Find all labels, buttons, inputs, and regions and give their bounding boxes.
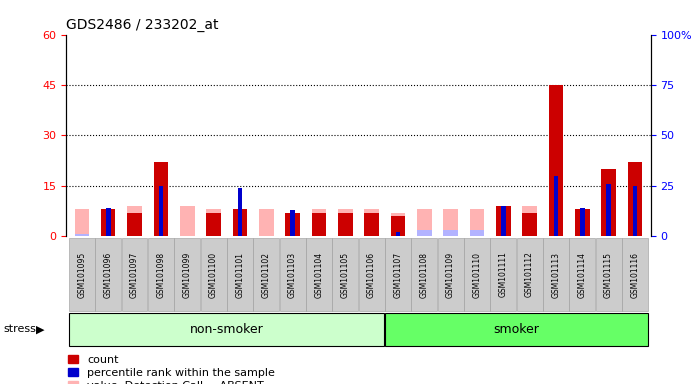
Bar [417,230,432,236]
Bar [633,186,638,236]
Bar [553,176,558,236]
Text: GSM101114: GSM101114 [578,252,587,298]
Bar [285,213,300,236]
Text: GSM101100: GSM101100 [209,252,218,298]
Bar [501,206,506,236]
Text: GSM101111: GSM101111 [499,252,508,298]
Text: GSM101102: GSM101102 [262,252,271,298]
Bar [180,206,194,236]
Bar [338,209,352,236]
Text: GSM101108: GSM101108 [420,252,429,298]
Bar [443,230,458,236]
Bar [106,208,111,236]
Bar [470,209,484,236]
Bar [470,230,484,236]
Text: GSM101116: GSM101116 [631,252,640,298]
Bar [338,213,352,236]
Text: GSM101106: GSM101106 [367,252,376,298]
Legend: count, percentile rank within the sample, value, Detection Call = ABSENT, rank, : count, percentile rank within the sample… [68,355,275,384]
Text: GSM101113: GSM101113 [551,252,560,298]
Bar [417,209,432,236]
Text: ▶: ▶ [36,324,45,334]
Text: GSM101103: GSM101103 [288,252,297,298]
Text: GSM101096: GSM101096 [104,252,113,298]
Text: GSM101097: GSM101097 [130,252,139,298]
Bar [395,232,400,236]
Bar [232,209,247,236]
Bar [312,213,326,236]
Bar [523,213,537,236]
Text: GSM101105: GSM101105 [341,252,350,298]
Bar [101,209,116,236]
Bar [365,209,379,236]
Text: smoker: smoker [493,323,539,336]
Bar [74,234,89,236]
Text: GSM101099: GSM101099 [183,252,192,298]
Bar [390,213,405,236]
Bar [523,206,537,236]
Text: GSM101115: GSM101115 [604,252,613,298]
Text: GDS2486 / 233202_at: GDS2486 / 233202_at [66,18,219,32]
Bar [548,85,563,236]
Bar [601,169,616,236]
Bar [290,210,295,236]
Text: GSM101109: GSM101109 [446,252,455,298]
Text: GSM101098: GSM101098 [157,252,166,298]
Bar [606,184,611,236]
Bar [443,209,458,236]
Bar [580,208,585,236]
Text: GSM101112: GSM101112 [525,252,534,298]
Text: GSM101101: GSM101101 [235,252,244,298]
Bar [496,206,511,236]
Bar [159,186,164,236]
Bar [154,162,168,236]
Bar [575,209,590,236]
Text: stress: stress [3,324,36,334]
Bar [127,206,142,236]
Text: GSM101110: GSM101110 [473,252,482,298]
Bar [390,216,405,236]
Bar [127,213,142,236]
Bar [312,209,326,236]
Bar [259,209,274,236]
Text: GSM101107: GSM101107 [393,252,402,298]
Bar [206,209,221,236]
Bar [206,213,221,236]
Text: non-smoker: non-smoker [190,323,264,336]
Text: GSM101104: GSM101104 [315,252,324,298]
Bar [237,188,242,236]
Bar [74,209,89,236]
Bar [365,213,379,236]
Text: GSM101095: GSM101095 [77,252,86,298]
Bar [628,162,642,236]
